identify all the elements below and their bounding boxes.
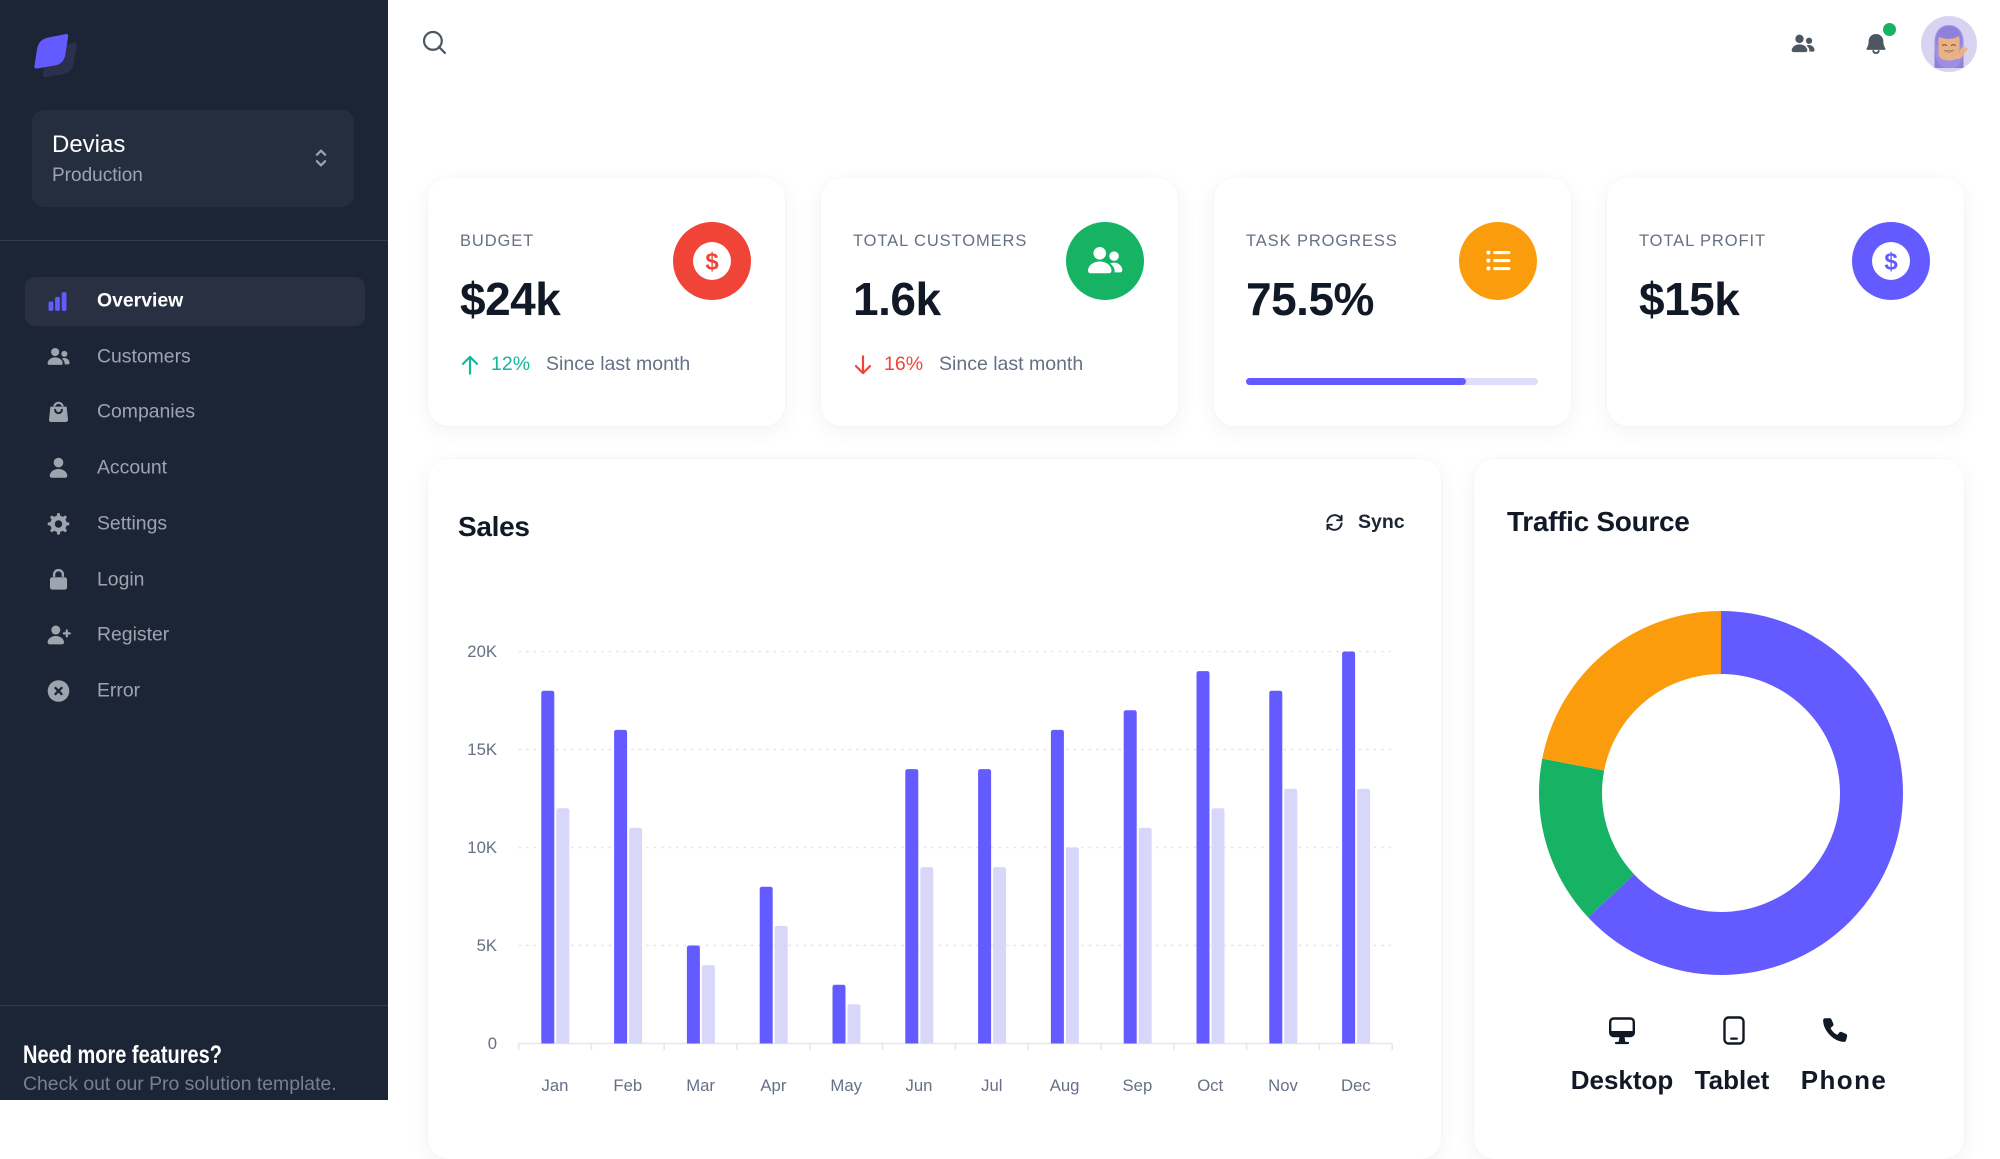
svg-text:5K: 5K	[477, 936, 497, 955]
svg-text:Nov: Nov	[1268, 1076, 1298, 1095]
svg-text:0: 0	[488, 1034, 497, 1053]
svg-text:$: $	[705, 248, 719, 275]
svg-text:Aug: Aug	[1050, 1076, 1080, 1095]
svg-text:10K: 10K	[467, 838, 497, 857]
svg-text:Sep: Sep	[1123, 1076, 1153, 1095]
svg-text:Mar: Mar	[686, 1076, 715, 1095]
svg-text:20K: 20K	[467, 642, 497, 661]
svg-text:Apr: Apr	[760, 1076, 786, 1095]
svg-text:15K: 15K	[467, 740, 497, 759]
svg-text:Oct: Oct	[1197, 1076, 1223, 1095]
svg-text:May: May	[830, 1076, 862, 1095]
svg-text:Feb: Feb	[613, 1076, 642, 1095]
svg-text:Jun: Jun	[906, 1076, 933, 1095]
svg-text:Dec: Dec	[1341, 1076, 1371, 1095]
svg-text:Jan: Jan	[542, 1076, 569, 1095]
svg-text:Jul: Jul	[981, 1076, 1002, 1095]
svg-text:$: $	[1884, 248, 1898, 275]
